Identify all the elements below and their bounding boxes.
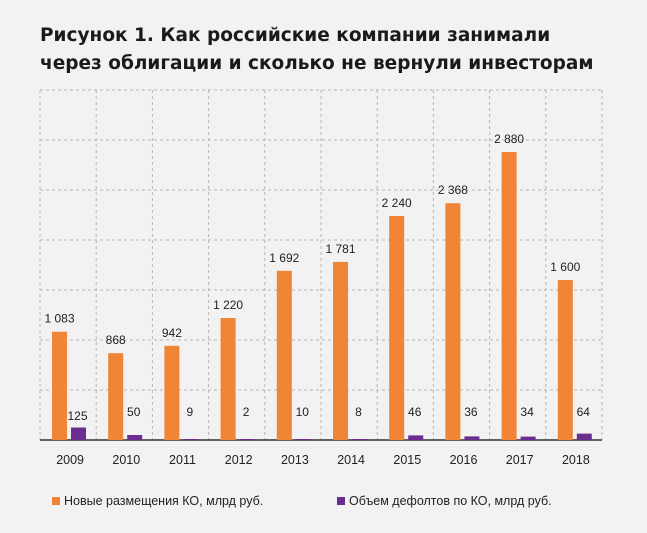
bar-new-placements (164, 345, 180, 440)
data-label-new-placements: 1 600 (550, 260, 580, 274)
data-label-defaults: 125 (67, 409, 87, 423)
bar-new-placements (557, 280, 573, 440)
data-label-new-placements: 2 368 (438, 183, 468, 197)
bar-new-placements (220, 318, 236, 440)
bar-defaults (127, 435, 143, 440)
bar-defaults (352, 439, 367, 440)
bar-new-placements (389, 216, 405, 440)
data-label-defaults: 9 (187, 405, 194, 419)
bar-defaults (71, 427, 86, 440)
bar-new-placements (276, 270, 292, 440)
x-tick-label: 2014 (337, 453, 365, 467)
data-label-defaults: 8 (355, 405, 362, 419)
legend-swatch-orange (52, 497, 60, 505)
x-tick-label: 2017 (506, 453, 534, 467)
bar-new-placements (333, 261, 348, 440)
bar-defaults (295, 439, 311, 440)
data-label-defaults: 50 (127, 405, 141, 419)
data-label-new-placements: 1 083 (44, 312, 74, 326)
data-label-defaults: 46 (408, 405, 422, 419)
bar-new-placements (52, 331, 67, 440)
x-tick-label: 2018 (562, 453, 590, 467)
x-tick-label: 2010 (112, 453, 140, 467)
x-tick-label: 2009 (56, 453, 84, 467)
legend-label-defaults: Объем дефолтов по КО, млрд руб. (349, 494, 552, 508)
bar-defaults (520, 436, 536, 440)
data-label-new-placements: 1 781 (325, 242, 355, 256)
bar-defaults (183, 439, 199, 440)
data-label-new-placements: 2 240 (382, 196, 412, 210)
chart-title: Рисунок 1. Как российские компании заним… (40, 22, 640, 78)
bar-defaults (576, 433, 592, 440)
x-tick-label: 2012 (225, 453, 253, 467)
bar-defaults (239, 439, 255, 440)
x-tick-label: 2015 (393, 453, 421, 467)
x-tick-label: 2013 (281, 453, 309, 467)
bar-new-placements (501, 152, 517, 440)
chart-title-line-2: через облигации и сколько не вернули инв… (40, 53, 594, 74)
bar-defaults (408, 435, 424, 440)
data-label-defaults: 10 (296, 405, 310, 419)
data-label-defaults: 64 (577, 405, 591, 419)
data-label-new-placements: 1 220 (213, 298, 243, 312)
data-label-defaults: 36 (464, 405, 478, 419)
legend-swatch-purple (337, 497, 345, 505)
data-label-new-placements: 2 880 (494, 132, 524, 146)
bar-new-placements (108, 353, 124, 440)
data-label-new-placements: 1 692 (269, 251, 299, 265)
legend-label-new-placements: Новые размещения КО, млрд руб. (64, 494, 264, 508)
bar-new-placements (445, 203, 461, 440)
data-label-new-placements: 868 (106, 333, 126, 347)
data-label-new-placements: 942 (162, 326, 182, 340)
data-label-defaults: 34 (520, 405, 534, 419)
bar-defaults (464, 436, 480, 440)
legend-item-new-placements: Новые размещения КО, млрд руб. (52, 494, 263, 508)
data-label-defaults: 2 (243, 405, 250, 419)
x-tick-label: 2011 (169, 453, 196, 467)
legend-item-defaults: Объем дефолтов по КО, млрд руб. (337, 494, 552, 508)
chart-title-line-1: Рисунок 1. Как российские компании заним… (40, 25, 551, 46)
x-tick-label: 2016 (450, 453, 478, 467)
